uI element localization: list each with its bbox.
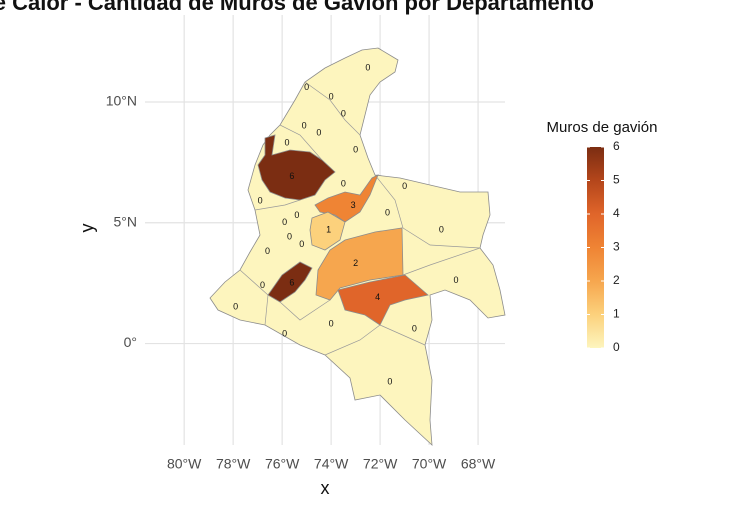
- value-label: 0: [412, 323, 417, 333]
- x-axis-title: x: [321, 478, 330, 498]
- value-label: 0: [402, 181, 407, 191]
- x-tick-label: 68°W: [461, 456, 496, 472]
- department: [337, 274, 429, 326]
- y-tick-label: 5°N: [114, 213, 138, 229]
- value-label: 0: [258, 195, 263, 205]
- department: [257, 134, 336, 201]
- x-tick-label: 76°W: [265, 456, 300, 472]
- value-label: 3: [351, 200, 356, 210]
- y-axis-title: y: [77, 224, 97, 233]
- value-label: 0: [287, 232, 292, 242]
- value-label: 0: [341, 108, 346, 118]
- value-label: 6: [289, 171, 294, 181]
- value-label: 2: [353, 258, 358, 268]
- colorbar: [587, 147, 604, 348]
- department-border: [402, 227, 481, 249]
- value-label: 0: [353, 145, 358, 155]
- value-label: 1: [326, 224, 331, 234]
- legend-title: Muros de gavión: [547, 119, 658, 136]
- department-border: [374, 174, 404, 229]
- value-label: 0: [294, 210, 299, 220]
- department-border: [254, 199, 301, 211]
- value-label: 0: [282, 217, 287, 227]
- legend-label: 3: [613, 240, 620, 254]
- value-label: 4: [375, 292, 380, 302]
- y-tick-label: 0°: [124, 334, 137, 350]
- value-label: 0: [316, 128, 321, 138]
- y-tick-label: 10°N: [106, 93, 137, 109]
- x-tick-label: 80°W: [167, 456, 202, 472]
- chart-title: Mapa de Calor - Cantidad de Muros de Gav…: [0, 0, 594, 15]
- value-label: 0: [329, 92, 334, 102]
- x-tick-label: 78°W: [216, 456, 251, 472]
- value-label: 0: [299, 239, 304, 249]
- value-label: 0: [282, 328, 287, 338]
- value-label: 0: [260, 280, 265, 290]
- x-tick-label: 72°W: [363, 456, 398, 472]
- department-border: [304, 81, 361, 136]
- department-border: [279, 124, 323, 161]
- department: [309, 211, 346, 251]
- legend-label: 6: [613, 139, 620, 153]
- x-tick-label: 70°W: [412, 456, 447, 472]
- value-label: 0: [285, 137, 290, 147]
- map: [209, 47, 506, 446]
- department-border: [324, 324, 426, 356]
- value-label: 0: [302, 120, 307, 130]
- value-label: 0: [385, 207, 390, 217]
- legend-label: 5: [613, 173, 620, 187]
- legend-label: 0: [613, 340, 620, 354]
- value-label: 0: [439, 224, 444, 234]
- value-label: 0: [454, 275, 459, 285]
- value-label: 0: [365, 63, 370, 73]
- x-tick-label: 74°W: [314, 456, 349, 472]
- legend-label: 1: [613, 307, 620, 321]
- value-label: 0: [329, 319, 334, 329]
- value-label: 0: [387, 377, 392, 387]
- department-border: [279, 299, 331, 321]
- value-label: 0: [265, 246, 270, 256]
- value-label: 6: [289, 278, 294, 288]
- legend-label: 4: [613, 206, 620, 220]
- legend-label: 2: [613, 273, 620, 287]
- value-label: 0: [304, 82, 309, 92]
- value-label: 0: [341, 178, 346, 188]
- value-label: 0: [233, 302, 238, 312]
- department-border: [402, 247, 481, 276]
- department: [267, 261, 313, 303]
